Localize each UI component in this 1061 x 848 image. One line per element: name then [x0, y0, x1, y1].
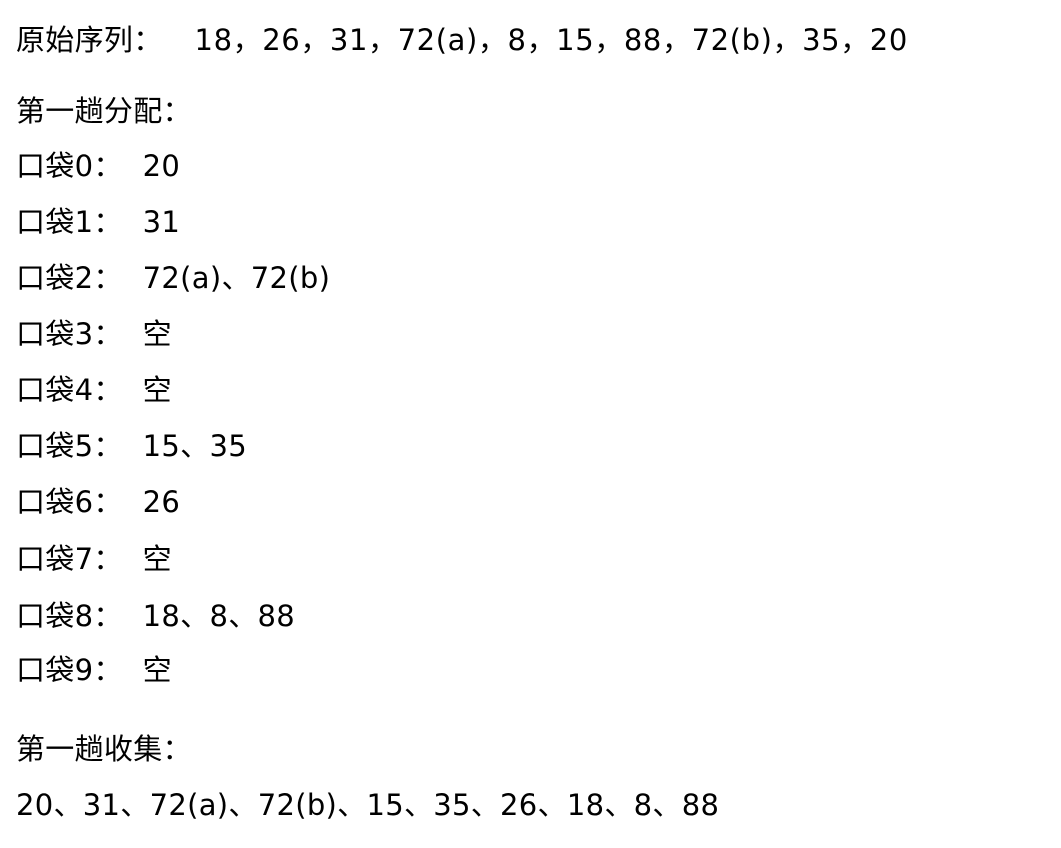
first-pass-collection-heading: 第一趟收集：	[16, 732, 192, 766]
first-pass-distribution-heading: 第一趟分配：	[16, 94, 192, 128]
first-pass-collection-value: 20、31、72(a)、72(b)、15、35、26、18、8、88	[16, 788, 720, 822]
pocket-value: 空	[142, 317, 172, 351]
pocket-label: 口袋8：	[16, 599, 123, 633]
pocket-label: 口袋6：	[16, 485, 123, 519]
pocket-row: 口袋2： 72(a)、72(b)	[16, 260, 330, 296]
pocket-row: 口袋7： 空	[16, 541, 172, 577]
pocket-label: 口袋4：	[16, 373, 123, 407]
pocket-row: 口袋1： 31	[16, 204, 180, 240]
pocket-label: 口袋0：	[16, 149, 123, 183]
original-sequence-label: 原始序列：	[16, 23, 163, 57]
pocket-value: 20	[142, 149, 181, 183]
pocket-row: 口袋3： 空	[16, 316, 172, 352]
pocket-value: 空	[142, 653, 172, 687]
original-sequence-value: 18，26，31，72(a)，8，15，88，72(b)，35，20	[194, 23, 908, 57]
pocket-value: 空	[142, 373, 172, 407]
pocket-row: 口袋6： 26	[16, 484, 180, 520]
pocket-value: 72(a)、72(b)	[142, 261, 331, 295]
pocket-value: 空	[142, 542, 172, 576]
pocket-label: 口袋2：	[16, 261, 123, 295]
pocket-row: 口袋8： 18、8、88	[16, 598, 295, 634]
pocket-row: 口袋0： 20	[16, 148, 180, 184]
original-sequence-line: 原始序列： 18，26，31，72(a)，8，15，88，72(b)，35，20	[16, 22, 908, 58]
pocket-value: 31	[142, 205, 181, 239]
pocket-row: 口袋9： 空	[16, 652, 172, 688]
pocket-row: 口袋4： 空	[16, 372, 172, 408]
pocket-label: 口袋7：	[16, 542, 123, 576]
pocket-label: 口袋9：	[16, 653, 123, 687]
radix-sort-document: 原始序列： 18，26，31，72(a)，8，15，88，72(b)，35，20 …	[16, 0, 1056, 848]
pocket-label: 口袋5：	[16, 429, 123, 463]
pocket-label: 口袋1：	[16, 205, 123, 239]
pocket-value: 26	[142, 485, 181, 519]
pocket-value: 15、35	[142, 429, 247, 463]
pocket-label: 口袋3：	[16, 317, 123, 351]
pocket-value: 18、8、88	[142, 599, 296, 633]
pocket-row: 口袋5： 15、35	[16, 428, 247, 464]
